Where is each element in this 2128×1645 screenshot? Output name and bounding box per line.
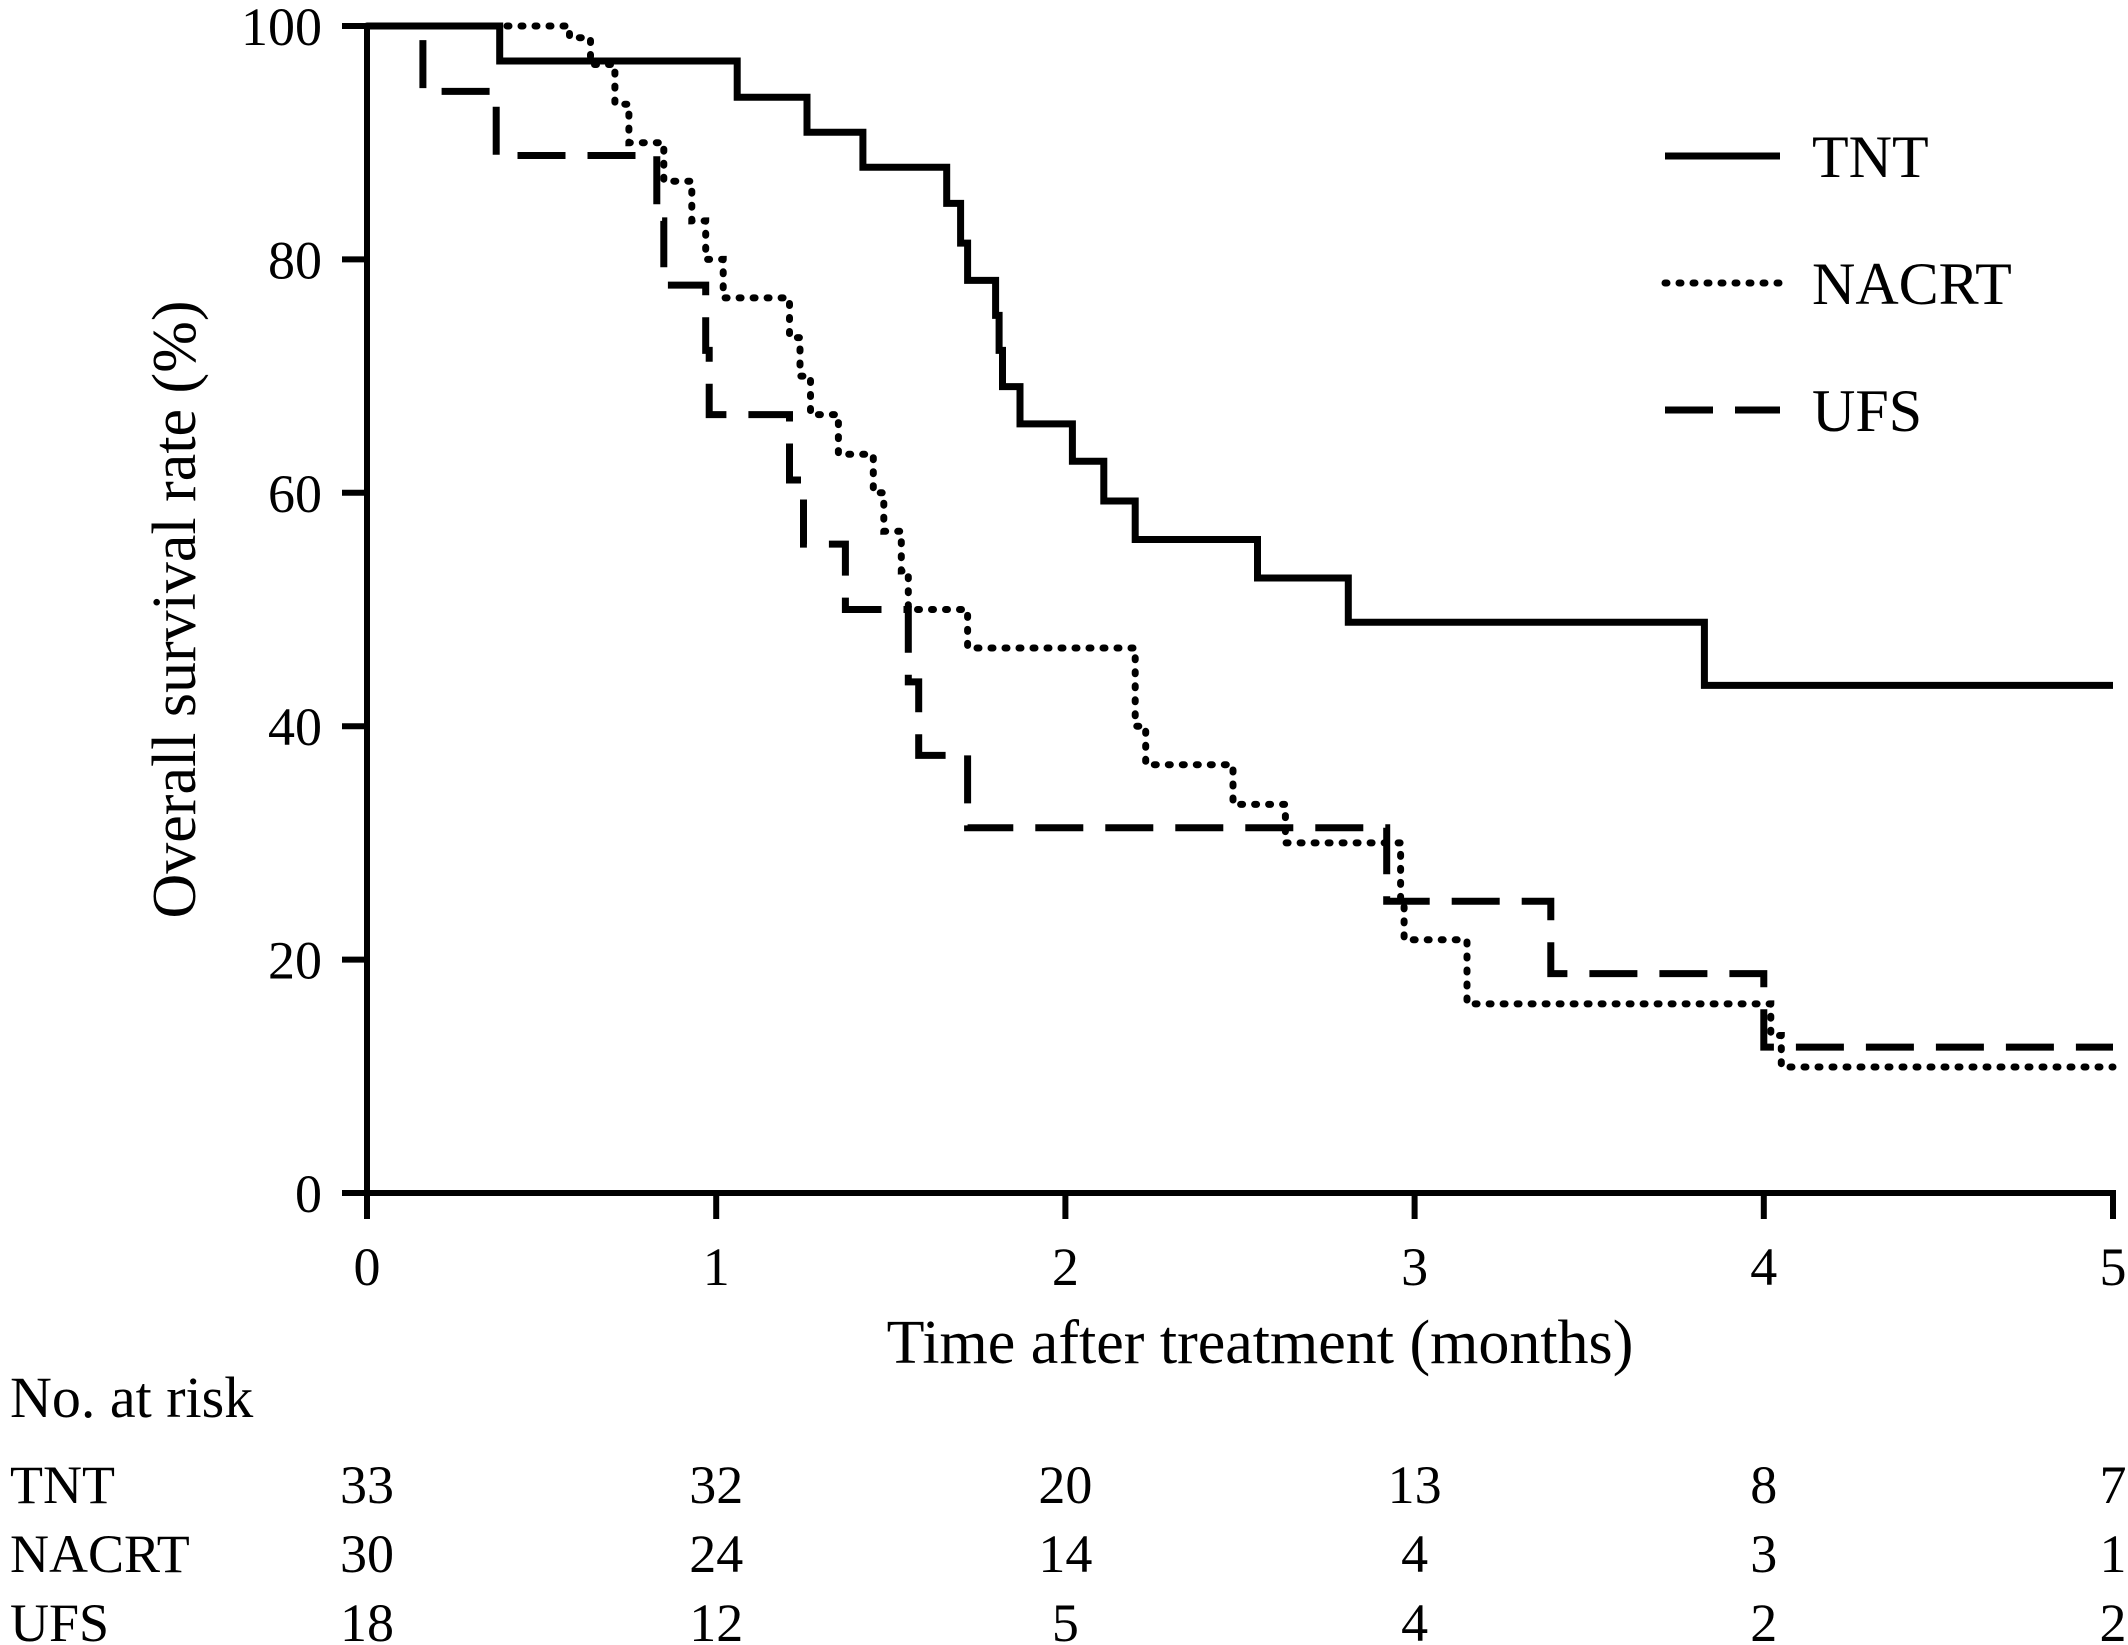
- series-line-tnt: [367, 22, 2113, 689]
- risk-cell-value: 7: [2100, 1455, 2127, 1515]
- risk-row-label: UFS: [10, 1593, 109, 1645]
- risk-cell-value: 5: [1052, 1593, 1079, 1645]
- risk-cell-value: 20: [1038, 1455, 1092, 1515]
- y-axis-title: Overall survival rate (%): [141, 300, 209, 918]
- y-tick-label: 60: [268, 464, 322, 524]
- x-axis-ticks: 0 1 2 3 4 5: [354, 1193, 2127, 1297]
- x-tick-label: 2: [1052, 1237, 1079, 1297]
- risk-cell-value: 12: [689, 1593, 743, 1645]
- legend-label-ufs: UFS: [1812, 378, 1922, 444]
- risk-cell-value: 14: [1038, 1524, 1092, 1584]
- risk-cell-value: 32: [689, 1455, 743, 1515]
- x-tick-label: 5: [2100, 1237, 2127, 1297]
- y-tick-label: 0: [295, 1164, 322, 1224]
- x-tick-label: 3: [1401, 1237, 1428, 1297]
- y-tick-label: 100: [241, 0, 322, 57]
- risk-cell-value: 4: [1401, 1593, 1428, 1645]
- legend: TNT NACRT UFS: [1661, 124, 2012, 444]
- risk-cell-value: 13: [1388, 1455, 1442, 1515]
- plot-area: 0 20 40 60 80 100 0 1 2 3 4 5: [241, 0, 2127, 1297]
- risk-cell-value: 8: [1750, 1455, 1777, 1515]
- risk-cell-value: 1: [2100, 1524, 2127, 1584]
- x-tick-label: 1: [703, 1237, 730, 1297]
- risk-cell-value: 33: [340, 1455, 394, 1515]
- y-tick-label: 20: [268, 931, 322, 991]
- x-axis-title: Time after treatment (months): [887, 1309, 1634, 1377]
- legend-label-nacrt: NACRT: [1812, 251, 2012, 317]
- y-axis-ticks: 0 20 40 60 80 100: [241, 0, 367, 1224]
- series-line-ufs: [367, 22, 2113, 1051]
- risk-row-label: NACRT: [10, 1524, 190, 1584]
- x-tick-label: 4: [1750, 1237, 1777, 1297]
- risk-table-rows: TNT 33 32 20 13 8 7 NACRT 30 24 14 4 3 1 UFS 18 12 5 4 2 2: [10, 1455, 2127, 1645]
- risk-cell-value: 2: [2100, 1593, 2127, 1645]
- risk-cell-value: 3: [1750, 1524, 1777, 1584]
- y-tick-label: 40: [268, 697, 322, 757]
- risk-cell-value: 2: [1750, 1593, 1777, 1645]
- x-tick-label: 0: [354, 1237, 381, 1297]
- series-layer: [363, 22, 2117, 1071]
- risk-cell-value: 30: [340, 1524, 394, 1584]
- risk-cell-value: 4: [1401, 1524, 1428, 1584]
- risk-cell-value: 24: [689, 1524, 743, 1584]
- risk-table-title: No. at risk: [10, 1365, 253, 1430]
- legend-label-tnt: TNT: [1812, 124, 1929, 190]
- y-tick-label: 80: [268, 230, 322, 290]
- risk-cell-value: 18: [340, 1593, 394, 1645]
- risk-row-label: TNT: [10, 1455, 115, 1515]
